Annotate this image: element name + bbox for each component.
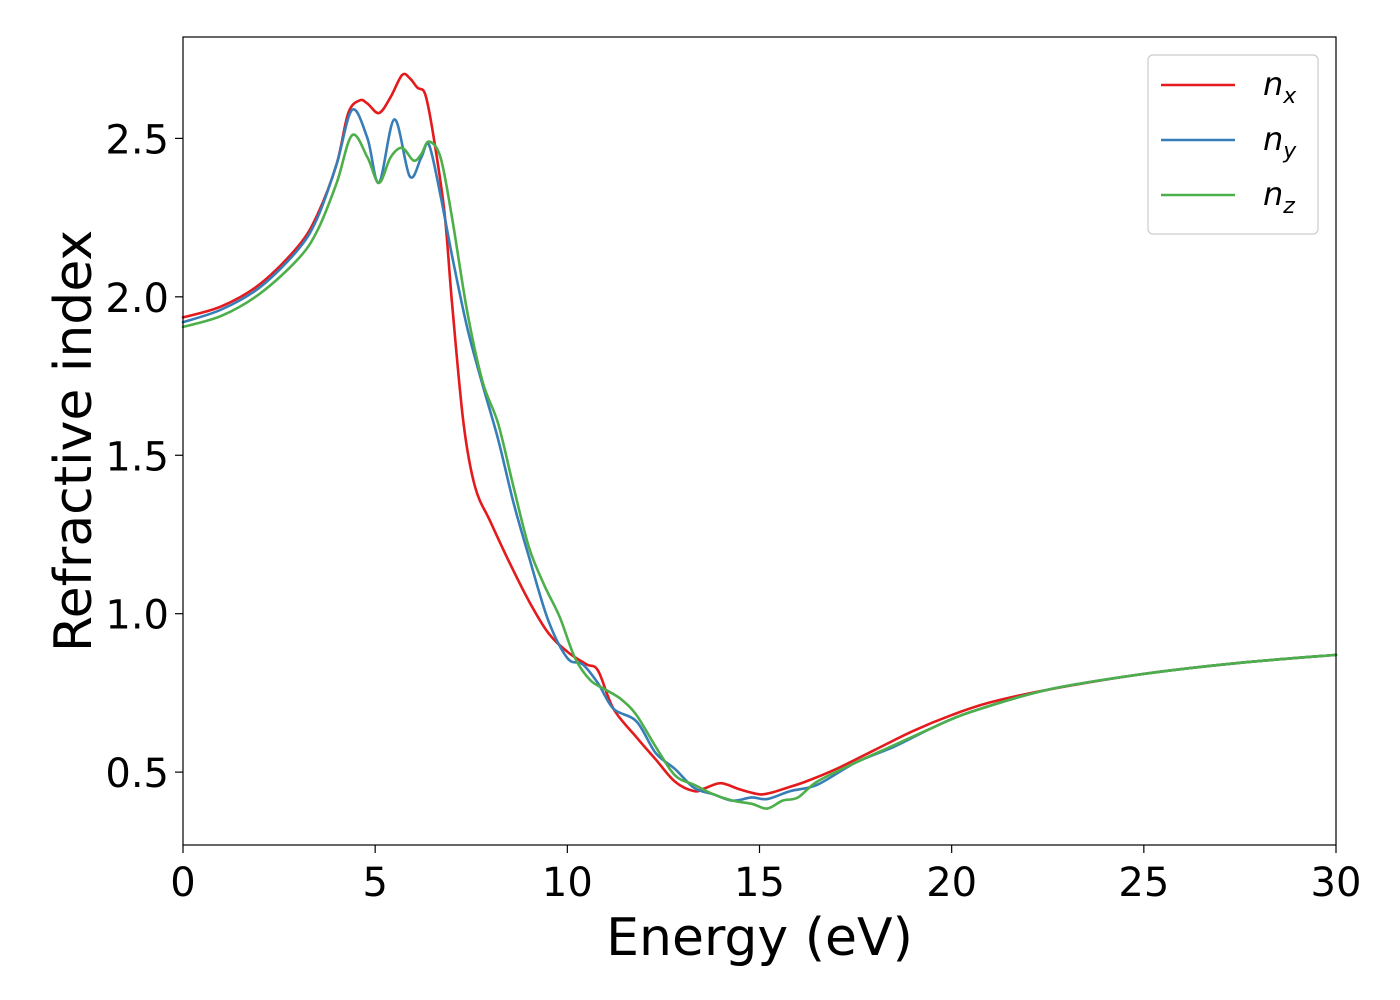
y-axis-title: Refractive index [44,230,104,652]
x-axis-title: Energy (eV) [606,908,913,968]
y-tick-label: 0.5 [105,751,169,797]
y-tick-label: 1.5 [105,434,169,480]
x-tick-label: 5 [362,860,387,906]
y-tick-label: 2.0 [105,276,169,322]
x-tick-label: 30 [1311,860,1362,906]
legend: nx ny nz [1147,54,1319,235]
x-tick-label: 20 [926,860,977,906]
y-tick-label: 2.5 [105,117,169,163]
y-axis-ticks: 0.5 1.0 1.5 2.0 2.5 [105,117,183,797]
series-line-z [181,133,1338,810]
x-tick-label: 15 [734,860,785,906]
legend-label-y: ny [1263,120,1297,164]
legend-label-x: nx [1263,65,1297,109]
x-axis-ticks: 0 5 10 15 20 25 30 [170,845,1361,906]
x-tick-label: 10 [542,860,593,906]
legend-label-z: nz [1263,175,1295,219]
legend-box [1147,54,1319,235]
x-tick-label: 25 [1118,860,1169,906]
y-tick-label: 1.0 [105,593,169,639]
series-layer [181,72,1338,810]
x-tick-label: 0 [170,860,195,906]
